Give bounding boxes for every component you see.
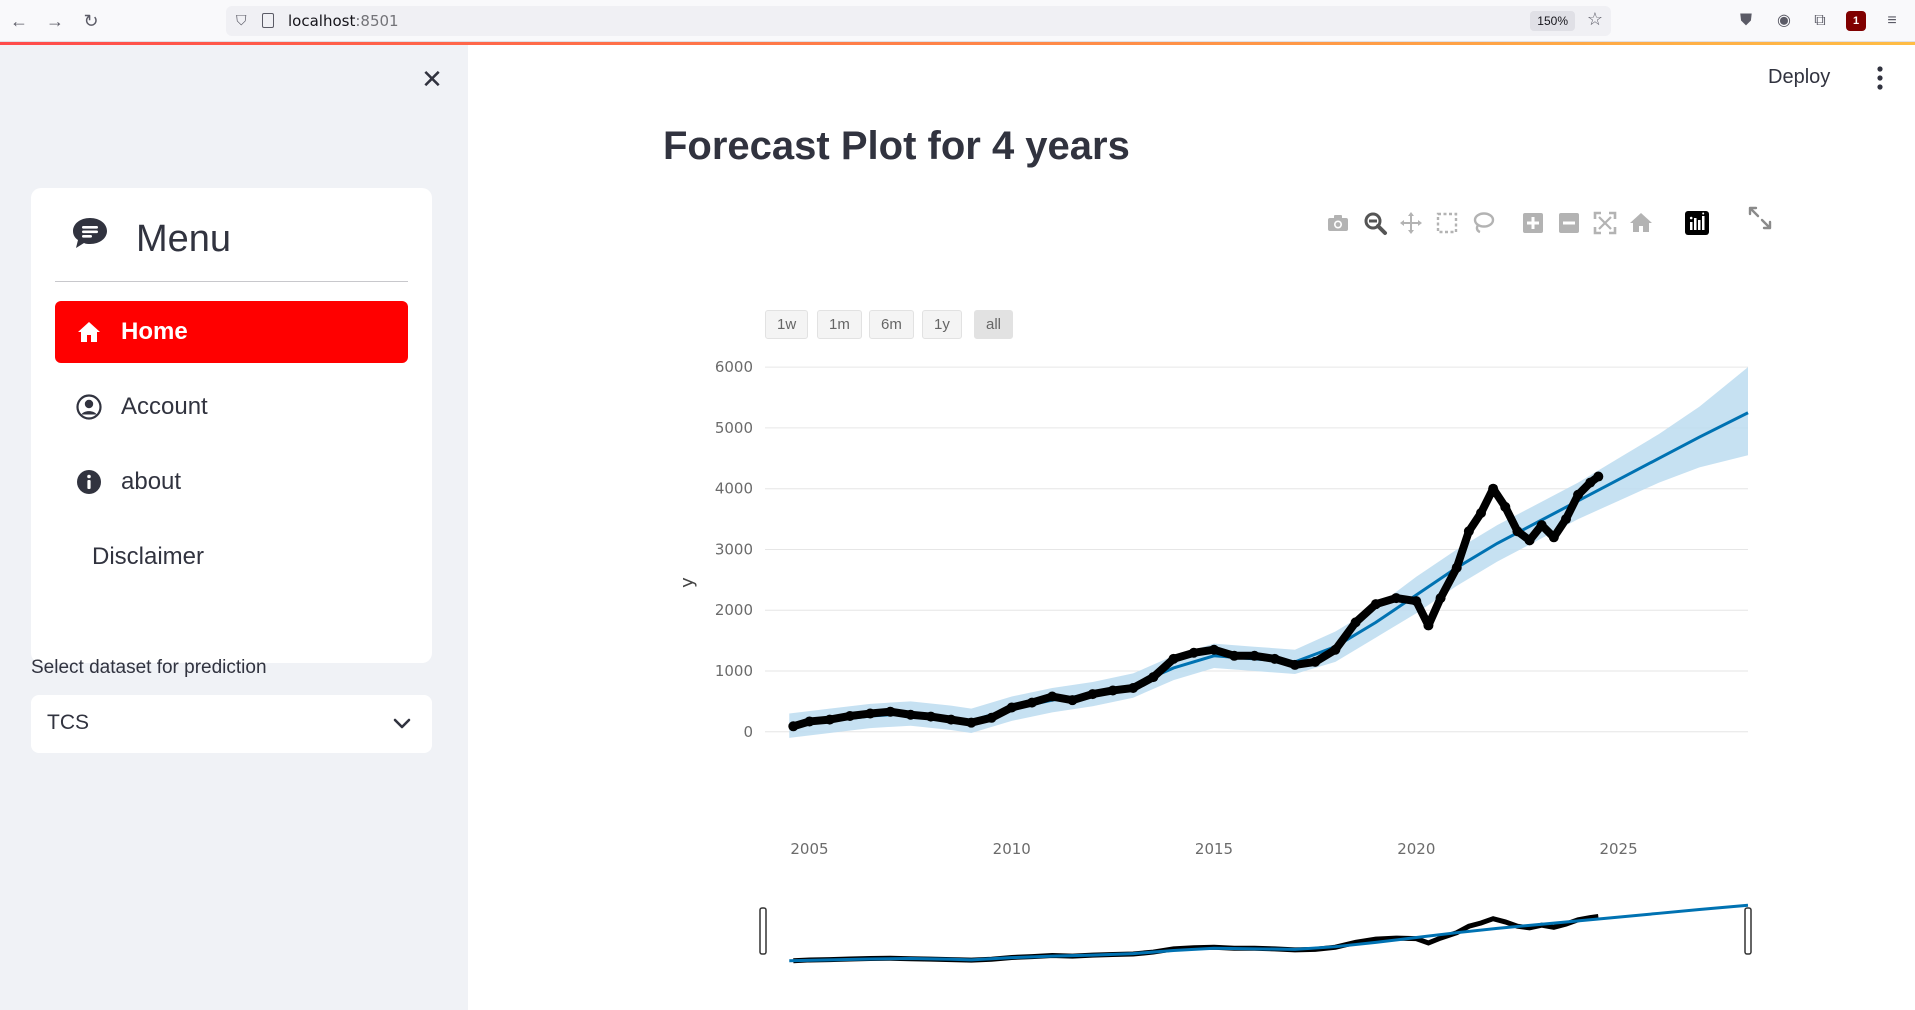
x-axis-ticks: 2005 2010 2015 2020 2025 bbox=[790, 840, 1637, 858]
reset-axes-home-icon[interactable] bbox=[1628, 210, 1654, 236]
chart-gridlines bbox=[765, 366, 1748, 733]
menu-title: Menu bbox=[136, 218, 232, 260]
plotly-logo-icon[interactable] bbox=[1684, 210, 1710, 236]
range-slider-actual-line bbox=[793, 914, 1599, 964]
dataset-select-label: Select dataset for prediction bbox=[31, 657, 267, 678]
x-tick-label: 2010 bbox=[993, 840, 1031, 858]
actual-data-points bbox=[788, 471, 1604, 732]
zoom-icon[interactable] bbox=[1362, 210, 1388, 236]
nav-item-disclaimer[interactable]: Disclaimer bbox=[55, 526, 408, 588]
y-tick-label: 4000 bbox=[715, 480, 753, 498]
menu-card: Menu Home Account bbox=[31, 188, 432, 663]
range-button-all[interactable]: all bbox=[974, 310, 1014, 339]
range-button-1w[interactable]: 1w bbox=[765, 310, 809, 339]
browser-toolbar: ← → ↻ ⛉ localhost:8501 150% ☆ ⛊ ◉ ⧉ 1 ≡ bbox=[0, 0, 1915, 42]
y-tick-label: 3000 bbox=[715, 540, 753, 558]
actual-trace bbox=[792, 473, 1601, 731]
dataset-select-value: TCS bbox=[47, 711, 89, 734]
range-slider[interactable] bbox=[759, 903, 1752, 964]
range-slider-left-handle[interactable] bbox=[759, 907, 767, 955]
nav-item-label: Disclaimer bbox=[92, 543, 205, 570]
main-menu-icon[interactable] bbox=[1870, 64, 1890, 92]
zoom-in-icon[interactable] bbox=[1520, 210, 1546, 236]
house-icon bbox=[75, 318, 103, 346]
chevron-down-icon bbox=[393, 718, 411, 729]
sidebar: ✕ Menu Home Account bbox=[0, 45, 468, 1010]
pan-icon[interactable] bbox=[1398, 210, 1424, 236]
x-tick-label: 2025 bbox=[1599, 840, 1637, 858]
account-icon[interactable]: ◉ bbox=[1777, 12, 1791, 29]
nav-item-label: about bbox=[121, 468, 182, 495]
ublock-icon[interactable]: 1 bbox=[1846, 11, 1866, 31]
range-button-1m[interactable]: 1m bbox=[817, 310, 862, 339]
y-axis-ticks: 0 1000 2000 3000 4000 5000 6000 bbox=[715, 358, 753, 741]
forecast-line bbox=[789, 411, 1749, 728]
forward-arrow-icon[interactable]: → bbox=[46, 11, 64, 31]
nav-item-home[interactable]: Home bbox=[55, 301, 408, 363]
x-tick-label: 2005 bbox=[790, 840, 828, 858]
page-title: Forecast Plot for 4 years bbox=[663, 124, 1130, 168]
chat-icon bbox=[73, 218, 107, 248]
lasso-select-icon[interactable] bbox=[1470, 210, 1496, 236]
zoom-level-badge[interactable]: 150% bbox=[1530, 11, 1575, 31]
dataset-select[interactable]: TCS bbox=[31, 695, 432, 753]
bookmark-star-icon[interactable]: ☆ bbox=[1586, 9, 1603, 29]
uncertainty-band bbox=[789, 367, 1748, 738]
close-sidebar-icon[interactable]: ✕ bbox=[421, 64, 443, 94]
x-tick-label: 2015 bbox=[1195, 840, 1233, 858]
range-slider-right-handle[interactable] bbox=[1744, 907, 1752, 955]
nav-item-label: Home bbox=[121, 318, 188, 345]
camera-icon[interactable] bbox=[1325, 210, 1351, 236]
range-button-6m[interactable]: 6m bbox=[869, 310, 914, 339]
y-tick-label: 5000 bbox=[715, 419, 753, 437]
y-tick-label: 2000 bbox=[715, 601, 753, 619]
y-tick-label: 6000 bbox=[715, 358, 753, 376]
pocket-icon[interactable]: ⛊ bbox=[1739, 12, 1752, 29]
back-arrow-icon[interactable]: ← bbox=[10, 11, 28, 31]
extensions-icon[interactable]: ⧉ bbox=[1814, 12, 1826, 29]
header-decoration bbox=[0, 42, 1915, 45]
zoom-out-icon[interactable] bbox=[1556, 210, 1582, 236]
deploy-button[interactable]: Deploy bbox=[1768, 66, 1831, 88]
nav-item-label: Account bbox=[121, 393, 208, 420]
box-select-icon[interactable] bbox=[1434, 210, 1460, 236]
range-slider-forecast-line bbox=[789, 903, 1749, 963]
fullscreen-expand-icon[interactable] bbox=[1746, 204, 1774, 232]
info-circle-icon bbox=[75, 468, 103, 496]
menu-divider bbox=[55, 281, 408, 282]
reload-icon[interactable]: ↻ bbox=[83, 11, 99, 31]
url-text[interactable]: localhost:8501 bbox=[288, 12, 399, 30]
y-tick-label: 0 bbox=[743, 723, 753, 741]
y-axis-label: y bbox=[677, 577, 698, 588]
person-circle-icon bbox=[75, 393, 103, 421]
nav-item-account[interactable]: Account bbox=[55, 376, 408, 438]
y-tick-label: 1000 bbox=[715, 662, 753, 680]
x-tick-label: 2020 bbox=[1397, 840, 1435, 858]
page-icon bbox=[262, 13, 274, 28]
autoscale-icon[interactable] bbox=[1592, 210, 1618, 236]
shield-icon[interactable]: ⛉ bbox=[236, 12, 247, 28]
hamburger-menu-icon[interactable]: ≡ bbox=[1887, 12, 1897, 29]
url-bar[interactable]: ⛉ localhost:8501 150% ☆ bbox=[226, 6, 1611, 36]
nav-item-about[interactable]: about bbox=[55, 451, 408, 513]
range-button-1y[interactable]: 1y bbox=[922, 310, 962, 339]
